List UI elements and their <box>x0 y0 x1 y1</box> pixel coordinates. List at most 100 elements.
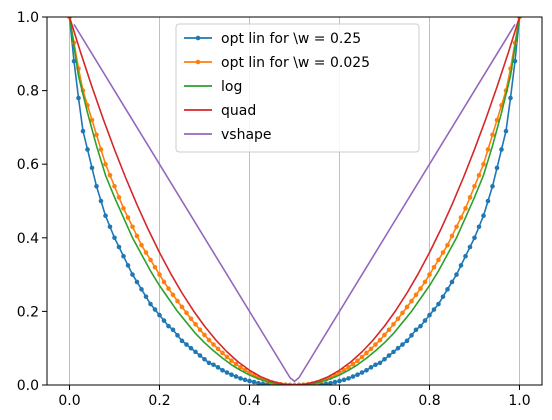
data-point <box>80 128 86 134</box>
data-point <box>355 372 360 377</box>
data-point <box>179 304 185 310</box>
data-point <box>89 117 95 123</box>
data-point <box>454 272 459 277</box>
data-point <box>197 353 203 358</box>
data-point <box>89 165 95 171</box>
data-point <box>350 374 356 379</box>
data-point <box>161 279 167 285</box>
data-point <box>211 342 216 347</box>
series-4 <box>73 23 516 383</box>
data-point <box>490 132 495 138</box>
data-point <box>224 354 230 360</box>
data-point <box>193 349 198 355</box>
data-point <box>368 365 374 370</box>
data-point <box>332 379 338 385</box>
data-point <box>130 224 135 230</box>
data-point <box>139 242 144 248</box>
data-point <box>139 287 144 292</box>
data-point <box>130 272 135 277</box>
data-point <box>229 358 234 364</box>
data-point <box>107 224 113 230</box>
data-point <box>373 362 378 368</box>
data-point <box>377 360 383 366</box>
data-point <box>467 244 473 250</box>
legend: opt lin for \w = 0.25 opt lin for \w = 0.… <box>175 23 420 153</box>
legend-marker <box>195 35 201 41</box>
series-layer <box>67 17 522 385</box>
data-point <box>346 365 351 370</box>
legend-label: vshape <box>221 127 272 143</box>
data-point <box>485 198 491 204</box>
data-point <box>404 338 410 344</box>
data-point <box>422 318 428 323</box>
data-point <box>427 312 432 318</box>
data-point <box>481 161 486 167</box>
series-line <box>68 17 521 385</box>
data-point <box>143 294 149 299</box>
data-point <box>364 350 369 356</box>
data-point <box>377 337 383 343</box>
data-point <box>440 294 446 299</box>
data-point <box>112 235 117 241</box>
data-point <box>143 250 149 255</box>
data-point <box>247 378 252 384</box>
data-point <box>359 354 365 360</box>
data-point <box>395 345 401 351</box>
data-point <box>436 257 441 263</box>
series-line <box>68 17 521 385</box>
data-point <box>422 279 428 285</box>
data-point <box>175 333 180 338</box>
x-tick-label: 0.2 <box>148 393 170 409</box>
legend-label: opt lin for \w = 0.025 <box>221 55 370 71</box>
data-point <box>445 242 450 248</box>
data-point <box>499 147 504 152</box>
data-point <box>391 349 396 355</box>
data-point <box>359 370 365 375</box>
data-point <box>364 367 369 373</box>
data-point <box>256 380 261 385</box>
data-point <box>170 292 176 298</box>
data-point <box>206 360 212 366</box>
data-point <box>328 380 333 385</box>
series-line <box>73 23 516 383</box>
data-point <box>463 253 468 259</box>
data-point <box>112 183 117 189</box>
data-point <box>116 195 122 200</box>
legend-label: opt lin for \w = 0.25 <box>221 31 361 47</box>
data-point <box>418 286 423 291</box>
data-point <box>337 378 342 384</box>
data-point <box>409 298 414 304</box>
data-point <box>202 356 207 362</box>
data-point <box>458 215 464 220</box>
data-point <box>413 327 419 333</box>
data-point <box>508 95 513 101</box>
x-axis: 0.0 0.2 0.4 0.6 0.8 1.0 <box>58 385 531 409</box>
data-point <box>409 333 414 338</box>
data-point <box>170 327 176 333</box>
data-point <box>395 316 401 322</box>
data-point <box>323 381 329 385</box>
data-point <box>386 327 392 333</box>
data-point <box>400 310 405 316</box>
grid-lines <box>69 17 520 385</box>
x-tick-label: 1.0 <box>508 393 530 409</box>
data-point <box>148 257 153 263</box>
data-point <box>179 338 185 344</box>
data-point <box>215 346 221 352</box>
data-point <box>485 147 491 152</box>
data-point <box>107 172 113 178</box>
data-point <box>368 346 374 352</box>
data-point <box>386 353 392 358</box>
data-point <box>472 183 477 189</box>
legend-label: log <box>221 79 242 95</box>
data-point <box>382 356 387 362</box>
axes-frame <box>46 16 543 386</box>
data-point <box>215 365 221 370</box>
data-point <box>116 244 122 250</box>
data-point <box>373 342 378 347</box>
data-point <box>494 117 500 123</box>
data-point <box>193 321 198 327</box>
data-point <box>121 206 126 211</box>
data-point <box>76 95 81 101</box>
data-point <box>148 301 153 307</box>
